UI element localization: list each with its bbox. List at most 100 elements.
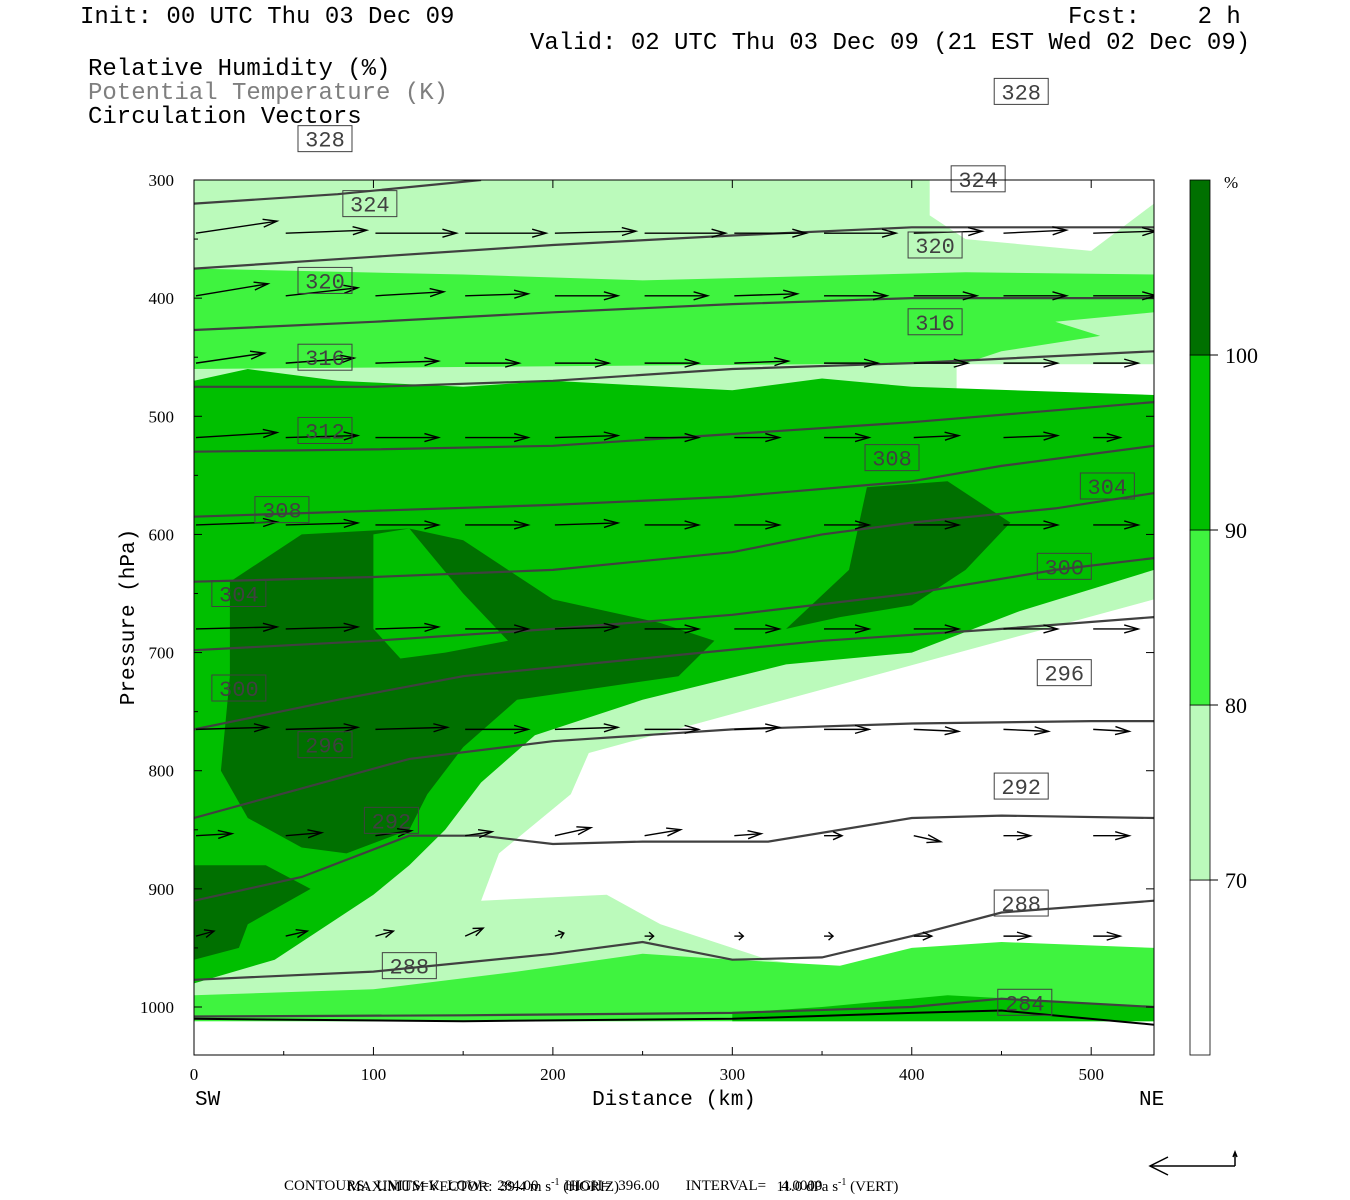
vector-0-4	[554, 226, 639, 237]
x-tick-label-100: 100	[361, 1065, 387, 1084]
svg-text:284: 284	[1005, 992, 1045, 1017]
surface-line	[194, 1009, 1154, 1026]
y-tick-label-700: 700	[149, 644, 175, 663]
y-tick-label-1000: 1000	[140, 998, 174, 1017]
theta-line-288	[194, 899, 1154, 981]
theta-label-304-17: 304	[1079, 472, 1135, 501]
vector-0-10	[1093, 226, 1154, 237]
vector-7-1	[285, 829, 325, 839]
vector-4-10	[1093, 520, 1141, 530]
theta-label-288-21: 288	[993, 889, 1049, 918]
colorbar: 70 80 90 100	[1189, 179, 1258, 1056]
svg-text:320: 320	[305, 270, 345, 295]
vector-8-10	[1093, 931, 1123, 941]
vector-5-5	[644, 624, 702, 634]
theta-line-292	[194, 814, 1154, 902]
x-left-label: SW	[195, 1089, 221, 1112]
horiz-unit-exponent: -1	[551, 1177, 560, 1188]
theta-line-324	[194, 297, 1154, 332]
theta-line-308	[194, 492, 1154, 583]
vector-3-7	[824, 432, 872, 443]
vector-3-10	[1093, 432, 1123, 443]
x-tick-label-0: 0	[190, 1065, 199, 1084]
y-tick-label-300: 300	[149, 171, 175, 190]
vector-4-5	[644, 520, 702, 530]
svg-text:300: 300	[1044, 556, 1084, 581]
y-tick-label-900: 900	[149, 880, 175, 899]
svg-text:316: 316	[305, 347, 345, 372]
y-tick-label-800: 800	[149, 762, 175, 781]
forecast-hour: Fcst: 2 h	[1068, 4, 1241, 31]
vector-5-2	[375, 622, 441, 633]
theta-line-300	[194, 616, 1154, 731]
theta-label-320-14: 320	[907, 231, 963, 260]
theta-line-316	[194, 401, 1154, 453]
colorbar-swatch-2	[1189, 529, 1211, 706]
vector-7-5	[644, 827, 684, 837]
vector-0-5	[644, 228, 729, 238]
svg-text:296: 296	[1044, 663, 1084, 688]
vector-4-8	[913, 520, 962, 530]
theta-label-308-6: 308	[254, 496, 310, 525]
vector-8-0	[195, 929, 216, 939]
max-vector-vert-tag: (VERT)	[850, 1179, 899, 1195]
vector-2-5	[644, 358, 702, 368]
x-tick-label-300: 300	[720, 1065, 746, 1084]
vector-5-3	[465, 624, 531, 634]
vector-0-2	[375, 228, 459, 238]
vector-2-6	[734, 356, 791, 367]
svg-text:300: 300	[219, 678, 259, 703]
vector-3-3	[465, 432, 531, 443]
vector-4-3	[465, 520, 531, 530]
theta-label-296-3: 296	[297, 731, 353, 760]
vector-6-5	[644, 724, 702, 735]
colorbar-swatch-4	[1189, 179, 1211, 356]
theta-line-312	[194, 444, 1154, 518]
max-vector-horiz-tag: (HORIZ)	[563, 1179, 620, 1195]
max-vector-horiz-value: MAXIMUM VECTOR: 39.4 m s	[347, 1179, 552, 1195]
legend-rh: Relative Humidity (%)	[88, 56, 391, 83]
legend-theta: Potential Temperature (K)	[88, 80, 449, 107]
max-vector-vert: 11.0 dPa s-1 (VERT)	[769, 1159, 899, 1195]
x-right-label: NE	[1139, 1089, 1164, 1112]
theta-label-288-1: 288	[381, 952, 437, 981]
y-axis-label: Pressure (hPa)	[118, 529, 141, 705]
vector-3-4	[554, 431, 621, 441]
colorbar-unit: %	[1224, 173, 1238, 192]
theta-label-layer: 284 288 292 296 300 304 308 312 316 320 324 328 328 3…	[211, 77, 1135, 1017]
vector-7-7	[824, 831, 844, 841]
rh-region-2	[194, 268, 1154, 369]
x-tick-label-400: 400	[899, 1065, 925, 1084]
vector-7-8	[913, 834, 944, 844]
theta-label-328-12: 328	[993, 77, 1049, 106]
colorbar-label-90: 90	[1225, 518, 1247, 543]
colorbar-label-80: 80	[1225, 693, 1247, 718]
vector-3-9	[1003, 431, 1061, 441]
svg-text:308: 308	[872, 448, 912, 473]
vector-5-0	[195, 622, 280, 632]
svg-text:328: 328	[1001, 81, 1041, 106]
theta-label-324-10: 324	[342, 190, 398, 219]
theta-contour-layer	[194, 180, 1154, 1026]
theta-line-332	[194, 180, 482, 205]
vector-6-2	[375, 723, 450, 733]
svg-text:312: 312	[305, 420, 345, 445]
rh-region-9	[220, 528, 715, 854]
vector-6-9	[1003, 726, 1052, 736]
rh-region-10	[373, 528, 508, 659]
svg-text:320: 320	[915, 235, 955, 260]
contour-info: CONTOURS: UNITS=K LOW= 284.00 HIGH= 396.…	[284, 1178, 823, 1194]
vector-4-9	[1003, 520, 1061, 530]
axis-layer: 0 100 200 300 400 500 300 400 500 600 700 800 900 100…	[140, 171, 1154, 1084]
init-time: Init: 00 UTC Thu 03 Dec 09	[80, 4, 455, 31]
theta-label-300-18: 300	[1036, 552, 1092, 581]
vector-0-7	[824, 228, 899, 238]
theta-line-284	[194, 997, 1154, 1018]
theta-label-308-16: 308	[864, 444, 920, 473]
vector-8-9	[1003, 931, 1033, 941]
x-axis-label: Distance (km)	[592, 1089, 756, 1112]
theta-label-312-7: 312	[297, 416, 353, 445]
max-vector-vert-value: 11.0 dPa s	[776, 1179, 839, 1195]
vector-8-6	[734, 931, 745, 941]
